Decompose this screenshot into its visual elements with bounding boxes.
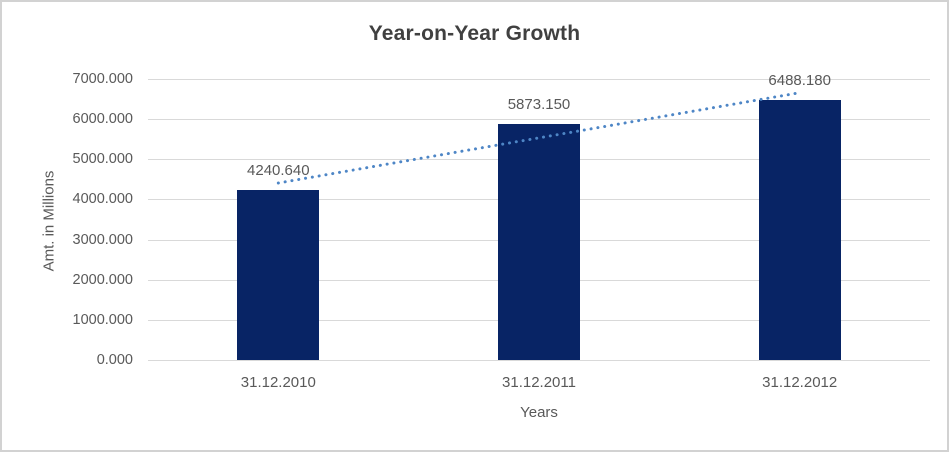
bar-31.12.2011 <box>498 124 580 360</box>
chart-title: Year-on-Year Growth <box>368 22 581 45</box>
y-tick-label: 6000.000 <box>72 111 133 128</box>
trendline <box>276 91 802 185</box>
gridline <box>148 79 930 80</box>
data-label: 6488.180 <box>768 71 831 89</box>
trendline-dotted <box>276 91 802 185</box>
x-axis-title: Years <box>520 404 558 421</box>
y-tick-label: 5000.000 <box>72 151 133 168</box>
bar-31.12.2012 <box>758 99 841 360</box>
data-label: 5873.150 <box>507 96 571 114</box>
x-tick-label: 31.12.2011 <box>502 374 576 391</box>
gridline <box>148 119 930 121</box>
y-tick-label: 4000.000 <box>72 191 133 208</box>
x-tick-label: 31.12.2010 <box>240 374 316 391</box>
gridline <box>148 360 930 361</box>
data-label: 4240.640 <box>247 161 310 179</box>
x-tick-label: 31.12.2012 <box>762 374 838 391</box>
plot-area <box>148 79 930 361</box>
bar-31.12.2010 <box>237 189 320 360</box>
y-axis-title: Amt. in Millions <box>40 170 58 272</box>
y-tick-label: 2000.000 <box>72 271 133 288</box>
y-tick-label: 7000.000 <box>72 71 133 87</box>
y-tick-label: 0.000 <box>96 352 133 368</box>
y-tick-label: 3000.000 <box>72 231 133 248</box>
y-tick-label: 1000.000 <box>72 311 133 328</box>
